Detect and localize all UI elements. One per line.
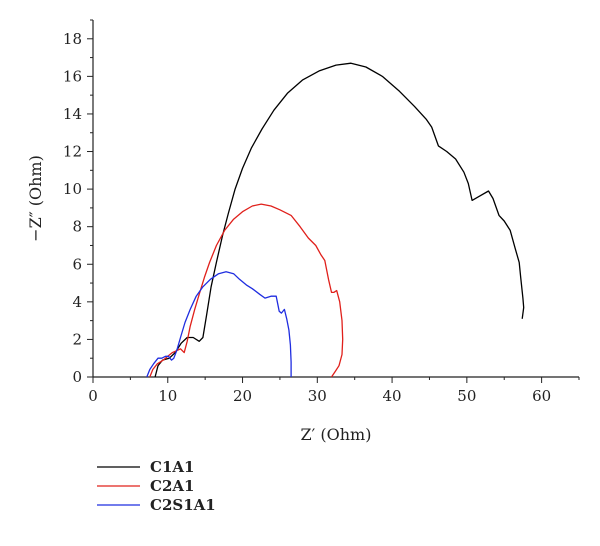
y-tick-label: 0 [72, 368, 82, 386]
series-line-c2a1 [149, 203, 344, 378]
y-tick-label: 18 [63, 30, 82, 48]
y-tick-label: 12 [63, 143, 82, 161]
legend-label-c2s1a1: C2S1A1 [150, 496, 216, 514]
x-tick-label: 0 [88, 387, 98, 405]
y-tick-label: 14 [63, 105, 82, 123]
series-line-c2s1a1 [146, 271, 292, 378]
x-tick-label: 50 [457, 387, 476, 405]
y-tick-label: 6 [72, 255, 82, 273]
axes-group: 0 10 20 30 40 50 60 0 2 4 6 8 10 12 14 16 18 [63, 19, 580, 405]
y-tick-label: 4 [72, 293, 82, 311]
x-tick-label: 40 [383, 387, 402, 405]
series-group [146, 62, 525, 378]
y-tick-label: 8 [72, 218, 82, 236]
legend-label-c2a1: C2A1 [150, 477, 194, 495]
y-axis-title: −Z″ (Ohm) [26, 155, 45, 242]
y-tick-label: 2 [72, 330, 82, 348]
y-tick-label: 16 [63, 67, 82, 85]
x-tick-label: 20 [233, 387, 252, 405]
y-tick-label: 10 [63, 180, 82, 198]
x-tick-label: 10 [158, 387, 177, 405]
legend-label-c1a1: C1A1 [150, 458, 194, 476]
x-tick-label: 30 [308, 387, 327, 405]
series-line-c1a1 [154, 62, 525, 378]
x-tick-label: 60 [532, 387, 551, 405]
x-axis-title: Z′ (Ohm) [301, 425, 372, 444]
